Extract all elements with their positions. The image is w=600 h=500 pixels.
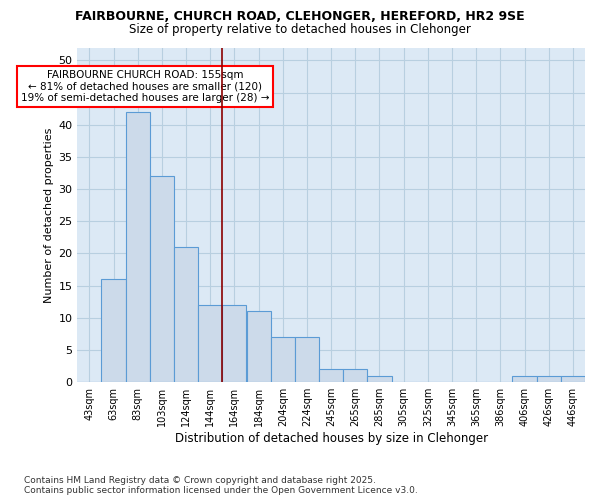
Bar — [561, 376, 585, 382]
Bar — [125, 112, 150, 382]
Text: Contains HM Land Registry data © Crown copyright and database right 2025.
Contai: Contains HM Land Registry data © Crown c… — [24, 476, 418, 495]
Bar — [536, 376, 561, 382]
Bar — [295, 337, 319, 382]
Bar — [367, 376, 392, 382]
Bar — [319, 370, 343, 382]
Bar — [223, 305, 247, 382]
X-axis label: Distribution of detached houses by size in Clehonger: Distribution of detached houses by size … — [175, 432, 488, 445]
Bar — [150, 176, 174, 382]
Text: FAIRBOURNE CHURCH ROAD: 155sqm
← 81% of detached houses are smaller (120)
19% of: FAIRBOURNE CHURCH ROAD: 155sqm ← 81% of … — [20, 70, 269, 103]
Bar — [101, 279, 125, 382]
Bar — [247, 312, 271, 382]
Y-axis label: Number of detached properties: Number of detached properties — [44, 127, 54, 302]
Bar — [198, 305, 223, 382]
Bar — [271, 337, 295, 382]
Bar — [174, 247, 198, 382]
Text: FAIRBOURNE, CHURCH ROAD, CLEHONGER, HEREFORD, HR2 9SE: FAIRBOURNE, CHURCH ROAD, CLEHONGER, HERE… — [75, 10, 525, 23]
Bar — [512, 376, 536, 382]
Text: Size of property relative to detached houses in Clehonger: Size of property relative to detached ho… — [129, 22, 471, 36]
Bar — [343, 370, 367, 382]
